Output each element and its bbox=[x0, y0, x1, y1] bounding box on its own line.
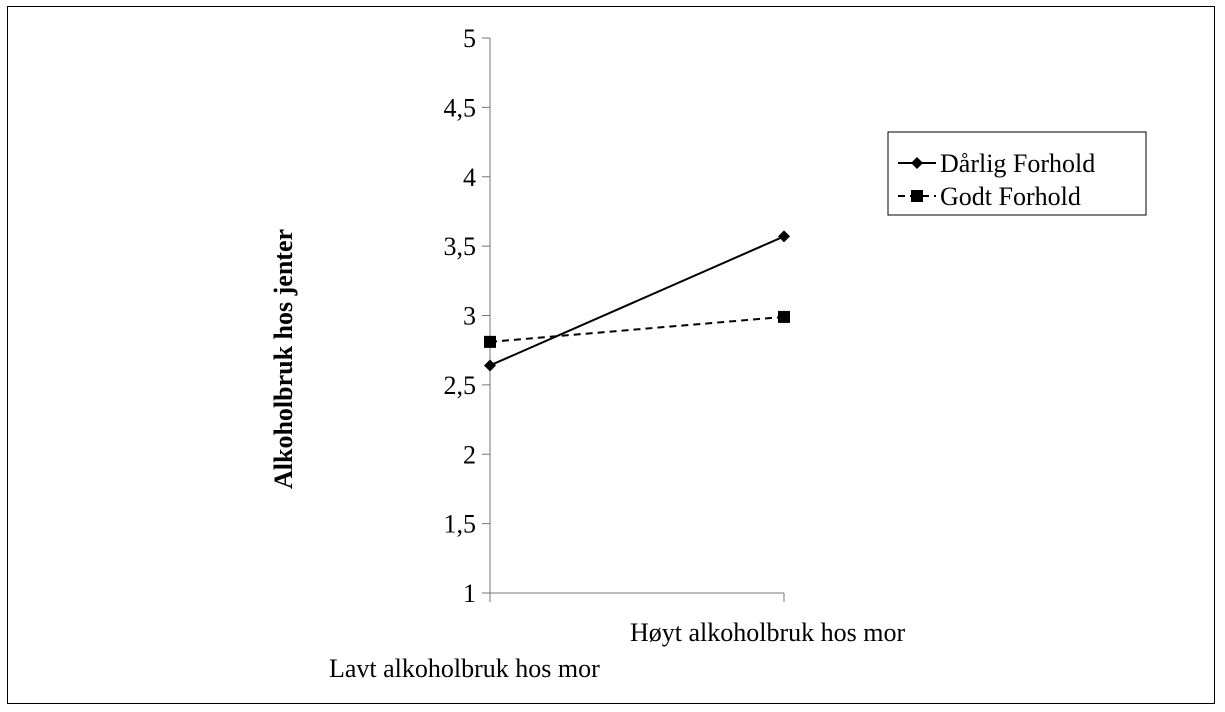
legend-label: Godt Forhold bbox=[940, 182, 1081, 211]
y-axis-label: Alkoholbruk hos jenter bbox=[269, 229, 298, 489]
x-category-label: Høyt alkoholbruk hos mor bbox=[630, 618, 905, 647]
axes bbox=[489, 38, 785, 602]
legend-box bbox=[887, 131, 1147, 216]
y-axis-ticks: 1 1,5 2 2,5 3 3,5 4 4,5 5 bbox=[444, 24, 490, 608]
y-tick-label: 3 bbox=[463, 302, 476, 331]
x-category-label: Lavt alkoholbruk hos mor bbox=[329, 654, 600, 683]
y-tick-label: 4 bbox=[463, 163, 476, 192]
legend-label: Dårlig Forhold bbox=[940, 149, 1095, 178]
y-tick-label: 5 bbox=[463, 24, 476, 53]
series-group bbox=[484, 230, 790, 372]
y-tick-label: 3,5 bbox=[444, 232, 477, 261]
diamond-marker bbox=[778, 230, 790, 243]
diamond-marker bbox=[484, 359, 496, 372]
legend: Dårlig Forhold Godt Forhold bbox=[887, 131, 1147, 216]
legend-square-marker bbox=[911, 190, 923, 202]
chart-frame bbox=[7, 6, 1215, 704]
x-axis-categories: Lavt alkoholbruk hos mor Høyt alkoholbruk… bbox=[329, 618, 905, 683]
y-tick-label: 4,5 bbox=[444, 93, 477, 122]
square-marker bbox=[484, 335, 496, 348]
square-marker bbox=[778, 310, 790, 323]
series-line bbox=[489, 235, 785, 367]
y-tick-label: 2 bbox=[463, 440, 476, 469]
y-tick-label: 1 bbox=[463, 579, 476, 608]
series-line bbox=[489, 315, 785, 343]
y-tick-label: 2,5 bbox=[444, 371, 477, 400]
legend-diamond-marker bbox=[911, 157, 923, 169]
y-tick-label: 1,5 bbox=[444, 510, 477, 539]
